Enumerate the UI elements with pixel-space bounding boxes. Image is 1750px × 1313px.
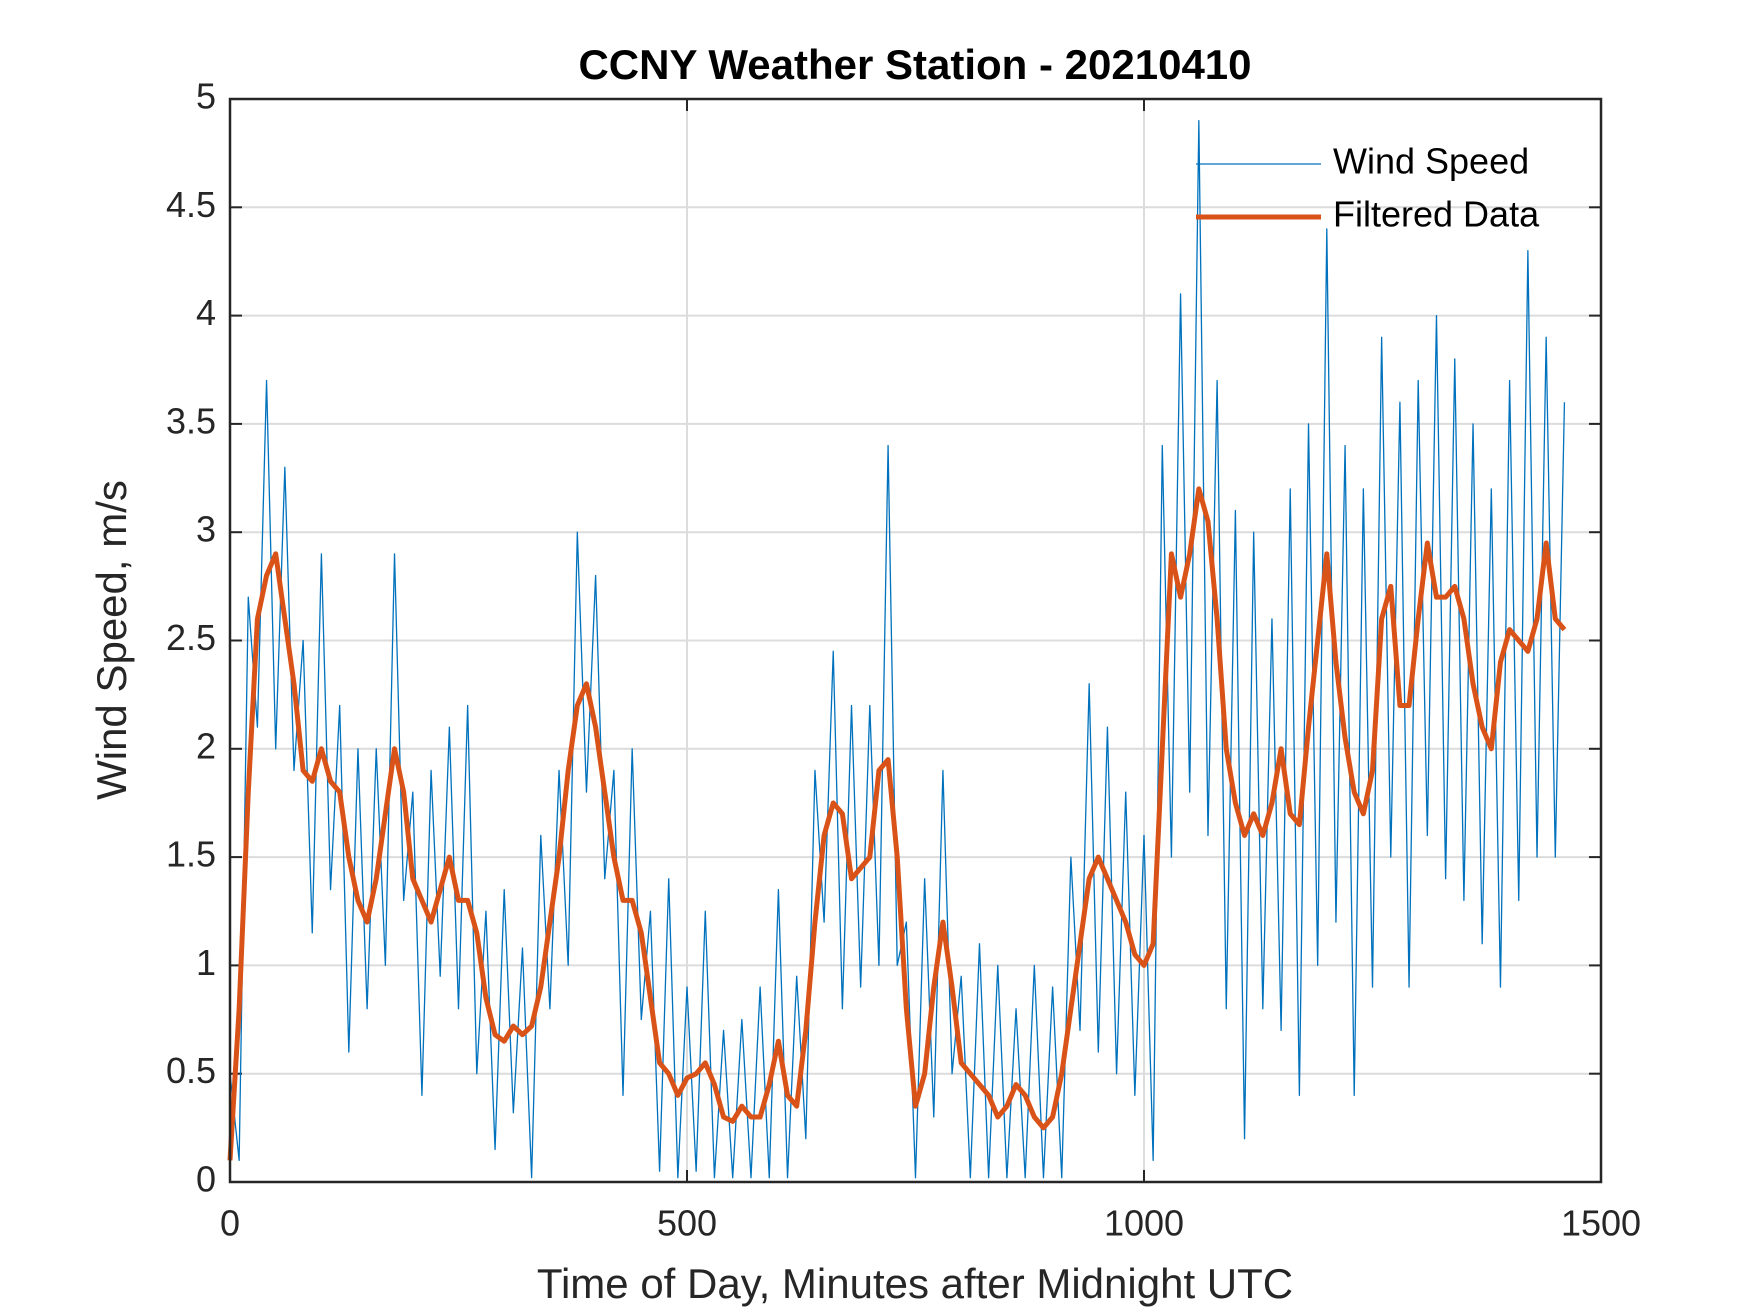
y-tick-label: 2.5 <box>166 617 216 658</box>
y-tick-label: 0.5 <box>166 1050 216 1091</box>
y-tick-label: 2 <box>196 725 216 766</box>
x-axis-label: Time of Day, Minutes after Midnight UTC <box>537 1260 1293 1307</box>
y-tick-label: 3.5 <box>166 400 216 441</box>
y-tick-label: 0 <box>196 1159 216 1200</box>
y-tick-label: 4 <box>196 292 216 333</box>
plot-frame <box>228 97 1603 1184</box>
y-tick-label: 5 <box>196 76 216 117</box>
x-tick-label: 1000 <box>1104 1203 1184 1244</box>
legend-label: Wind Speed <box>1333 141 1529 182</box>
y-tick-label: 4.5 <box>166 184 216 225</box>
legend-label: Filtered Data <box>1333 194 1540 235</box>
series-line <box>229 120 1566 1179</box>
y-axis-label: Wind Speed, m/s <box>88 480 135 800</box>
x-tick-label: 500 <box>657 1203 717 1244</box>
chart-title: CCNY Weather Station - 20210410 <box>578 41 1251 88</box>
y-tick-label: 3 <box>196 509 216 550</box>
x-tick-label: 0 <box>220 1203 240 1244</box>
x-tick-label: 1500 <box>1561 1203 1641 1244</box>
y-tick-label: 1 <box>196 942 216 983</box>
y-tick-label: 1.5 <box>166 834 216 875</box>
series-line <box>227 486 1567 1161</box>
